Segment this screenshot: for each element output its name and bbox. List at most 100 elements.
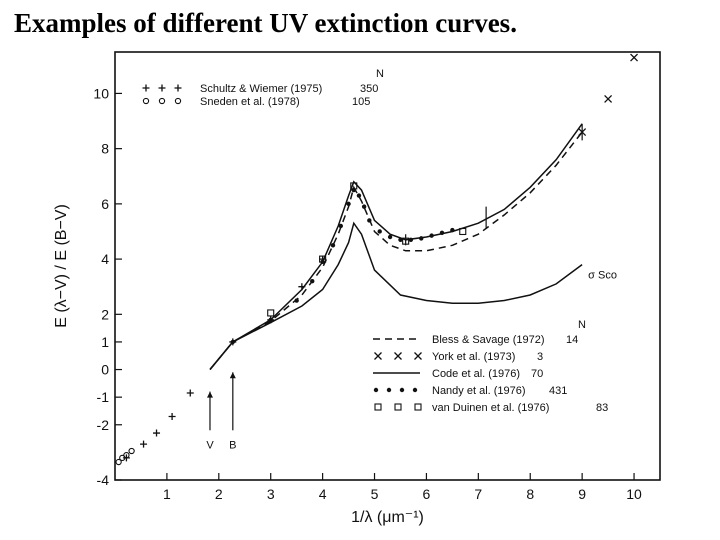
legend-bottom-n: 70 <box>531 368 543 380</box>
circle-marker <box>115 458 122 466</box>
curve-bless-savage <box>209 131 583 370</box>
legend-bottom-n: 83 <box>596 402 608 414</box>
circle-marker <box>119 454 126 462</box>
plus-marker <box>153 429 161 437</box>
y-tick-label: -4 <box>97 472 110 488</box>
legend-top-label: Sneden et al. (1978) <box>200 96 300 108</box>
plus-marker <box>298 283 306 291</box>
dot-marker <box>230 339 236 345</box>
legend-bottom-label: Code et al. (1976) <box>432 368 520 380</box>
y-tick-label: 4 <box>101 251 109 267</box>
circle-marker <box>158 97 166 105</box>
annotations: σ Sco V B <box>206 269 617 451</box>
v-label: V <box>206 440 214 452</box>
x-tick-label: 7 <box>474 486 482 502</box>
cross-marker <box>414 352 422 360</box>
dot-marker <box>330 243 336 248</box>
y-tick-label: 0 <box>101 362 109 378</box>
plot-frame <box>114 51 661 481</box>
legend-bottom-header: N <box>578 319 586 331</box>
y-tick-label: 10 <box>93 85 109 101</box>
dot-marker <box>377 229 382 234</box>
dot-marker <box>450 227 455 233</box>
axis-ticks: 1 2 3 4 5 6 7 8 9 10 -4 -2 -1 0 1 2 4 6 8 10 1/λ (μm⁻¹) E (λ−… <box>53 85 642 526</box>
legends: N Schultz & Wiemer (1975) 350 Sneden et al.… <box>142 68 608 414</box>
dot-marker <box>386 387 392 393</box>
square-marker <box>459 227 467 236</box>
y-tick-label: 8 <box>101 141 109 157</box>
x-tick-label: 2 <box>215 486 223 502</box>
dot-marker <box>408 237 414 242</box>
legend-bottom-label: Bless & Savage (1972) <box>432 334 545 346</box>
x-tick-label: 9 <box>578 486 586 502</box>
dot-marker <box>419 236 424 241</box>
x-tick-label: 3 <box>267 486 275 502</box>
y-tick-label: 2 <box>101 306 109 322</box>
x-axis-label: 1/λ (μm⁻¹) <box>351 509 424 526</box>
plus-marker <box>140 440 148 448</box>
x-tick-label: 10 <box>626 486 642 502</box>
plus-marker <box>168 412 176 420</box>
dot-marker <box>268 317 273 323</box>
y-tick-label: 1 <box>101 334 109 350</box>
legend-top-n: 105 <box>352 96 370 108</box>
dot-marker <box>338 223 343 229</box>
square-marker <box>319 255 327 263</box>
dot-marker <box>398 237 403 242</box>
cross-marker <box>374 352 382 360</box>
plus-marker <box>174 84 182 92</box>
curves <box>209 123 583 370</box>
dot-marker <box>439 230 445 236</box>
x-tick-label: 6 <box>423 486 431 502</box>
dot-marker <box>294 298 299 303</box>
dot-marker <box>367 218 372 223</box>
x-tick-label: 5 <box>371 486 379 502</box>
legend-top-n: 350 <box>360 83 378 95</box>
x-tick-label: 8 <box>526 486 534 502</box>
circle-marker <box>128 447 135 455</box>
circle-marker <box>174 97 182 105</box>
v-arrow-head <box>206 391 213 398</box>
cross-marker <box>630 53 639 62</box>
plus-marker <box>186 389 194 397</box>
legend-bottom-label: York et al. (1973) <box>432 351 515 363</box>
curve-sigma-sco <box>209 221 583 370</box>
square-marker <box>267 309 275 317</box>
b-label: B <box>229 440 236 452</box>
cross-marker <box>604 94 613 103</box>
y-tick-label: -1 <box>97 389 110 405</box>
legend-bottom-n: 431 <box>549 385 567 397</box>
dot-marker <box>399 387 405 393</box>
cross-marker <box>394 352 402 360</box>
dot-marker <box>346 201 351 207</box>
x-tick-label: 4 <box>319 486 327 502</box>
square-marker <box>374 403 382 411</box>
dot-marker <box>412 387 418 393</box>
dot-marker <box>310 278 315 284</box>
legend-bottom-n: 14 <box>566 334 578 346</box>
sigma-sco-label: σ Sco <box>588 269 617 281</box>
circle-marker <box>123 451 130 459</box>
dot-marker <box>361 204 367 209</box>
dot-marker <box>356 193 362 198</box>
square-marker <box>414 403 422 411</box>
plus-marker <box>142 84 150 92</box>
dot-marker <box>429 233 434 238</box>
b-arrow-head <box>229 372 236 379</box>
square-marker <box>394 403 402 411</box>
plus-marker <box>158 84 166 92</box>
legend-top-header: N <box>376 68 384 80</box>
slide-title: Examples of different UV extinction curv… <box>14 8 517 38</box>
markers <box>115 53 639 466</box>
square-marker <box>350 182 358 190</box>
legend-bottom-n: 3 <box>537 351 543 363</box>
dot-marker <box>387 234 393 240</box>
y-tick-label: -2 <box>97 417 110 433</box>
y-axis-label: E (λ−V) / E (B−V) <box>53 204 70 328</box>
legend-bottom-label: van Duinen et al. (1976) <box>432 402 549 414</box>
dot-marker <box>373 387 379 393</box>
legend-top-label: Schultz & Wiemer (1975) <box>200 83 322 95</box>
x-tick-label: 1 <box>163 486 171 502</box>
y-tick-label: 6 <box>101 196 109 212</box>
